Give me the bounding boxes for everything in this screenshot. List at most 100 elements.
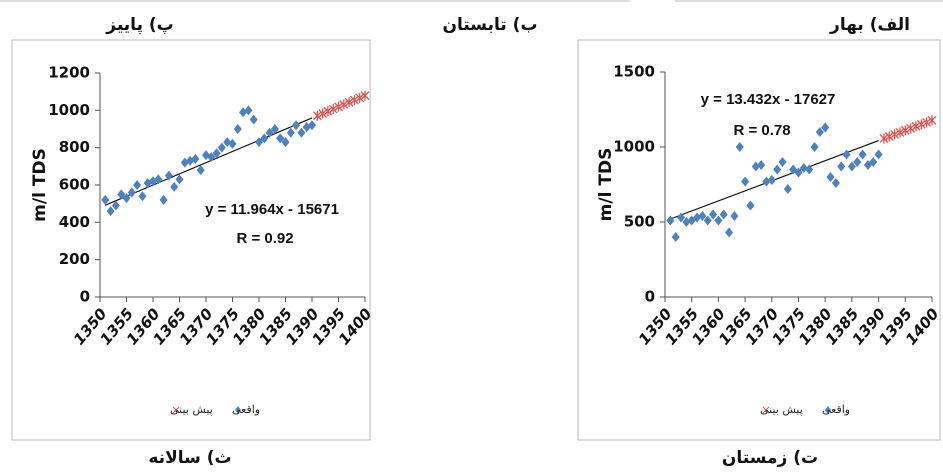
data-point xyxy=(355,92,365,103)
data-point xyxy=(671,232,680,242)
data-point xyxy=(783,184,792,194)
data-point xyxy=(927,115,937,126)
data-point xyxy=(735,142,744,152)
r-value: R = 0.92 xyxy=(236,230,293,247)
data-point xyxy=(884,131,894,142)
data-point xyxy=(323,106,333,117)
data-point xyxy=(260,133,269,144)
data-point xyxy=(265,127,274,138)
y-tick-label: 1000 xyxy=(613,138,655,156)
data-point xyxy=(255,137,263,148)
data-point xyxy=(842,149,851,160)
data-point xyxy=(778,157,787,167)
y-axis-title: m/l TDS xyxy=(596,148,616,222)
data-point xyxy=(677,212,686,223)
data-point xyxy=(106,206,115,217)
y-tick-label: 800 xyxy=(59,138,90,156)
data-point xyxy=(810,142,819,152)
y-tick-label: 0 xyxy=(645,288,655,306)
data-point xyxy=(869,157,878,167)
data-point xyxy=(916,119,926,130)
data-point xyxy=(773,164,782,175)
data-point xyxy=(276,133,285,144)
legend-label: پیش بینی xyxy=(170,403,213,416)
data-point xyxy=(127,187,136,198)
data-point xyxy=(751,161,760,172)
data-point xyxy=(682,217,691,227)
data-point xyxy=(228,138,237,149)
data-point xyxy=(138,191,147,202)
data-point xyxy=(730,211,739,221)
data-point xyxy=(164,170,173,181)
y-tick-label: 200 xyxy=(59,250,90,268)
caption: ث) سالانه xyxy=(148,448,231,468)
data-point xyxy=(762,176,771,187)
data-point xyxy=(767,175,776,185)
data-point xyxy=(154,174,163,185)
data-point xyxy=(794,167,803,178)
y-tick-label: 400 xyxy=(59,213,90,231)
data-point xyxy=(349,95,359,106)
data-point xyxy=(890,129,900,140)
data-point xyxy=(831,178,840,188)
data-point xyxy=(244,105,253,116)
data-point xyxy=(666,215,675,226)
data-point xyxy=(693,212,702,223)
caption: پ) پاییز xyxy=(105,15,173,35)
legend-marker xyxy=(172,406,180,414)
data-point xyxy=(308,120,316,131)
y-tick-label: 0 xyxy=(80,288,90,306)
data-point xyxy=(212,148,221,159)
data-point xyxy=(847,161,856,172)
data-point xyxy=(286,127,295,138)
y-tick-label: 1500 xyxy=(613,63,655,81)
data-point xyxy=(217,142,226,153)
data-point xyxy=(249,114,258,125)
data-point xyxy=(196,165,205,176)
data-point xyxy=(334,101,343,112)
data-point xyxy=(895,127,905,138)
data-point xyxy=(175,174,184,185)
data-point xyxy=(270,124,279,134)
y-tick-label: 1200 xyxy=(48,64,90,82)
data-point xyxy=(233,124,242,134)
data-point xyxy=(297,127,306,138)
data-point xyxy=(312,110,322,121)
equation: y = 13.432x - 17627 xyxy=(701,91,836,108)
y-tick-label: 600 xyxy=(59,176,90,194)
data-point xyxy=(725,227,734,238)
data-point xyxy=(709,209,718,220)
data-point xyxy=(837,161,846,172)
legend-label: واقعی xyxy=(822,403,850,416)
y-tick-label: 500 xyxy=(624,213,655,231)
panel-frame xyxy=(577,39,941,441)
data-point xyxy=(879,133,889,144)
data-point xyxy=(741,176,750,187)
data-point xyxy=(757,160,766,170)
legend-marker xyxy=(825,406,831,414)
data-point xyxy=(111,200,120,211)
data-point xyxy=(900,125,910,136)
data-point xyxy=(339,99,349,110)
data-point xyxy=(207,152,216,162)
legend-marker xyxy=(762,406,770,414)
legend-label: پیش بینی xyxy=(760,403,803,416)
data-point xyxy=(719,209,728,220)
data-point xyxy=(922,117,932,128)
data-point xyxy=(815,127,824,137)
data-point xyxy=(292,120,301,131)
trend-line xyxy=(105,117,313,206)
data-point xyxy=(360,90,370,101)
caption: ب) تابستان xyxy=(442,15,537,35)
data-point xyxy=(746,200,755,211)
data-point xyxy=(906,123,916,134)
data-point xyxy=(805,164,814,175)
data-point xyxy=(799,163,808,173)
data-point xyxy=(191,153,200,164)
caption: ت) زمستان xyxy=(722,448,818,468)
data-point xyxy=(281,137,290,148)
data-point xyxy=(101,194,110,205)
data-point xyxy=(853,157,862,167)
r-value: R = 0.78 xyxy=(733,122,790,139)
